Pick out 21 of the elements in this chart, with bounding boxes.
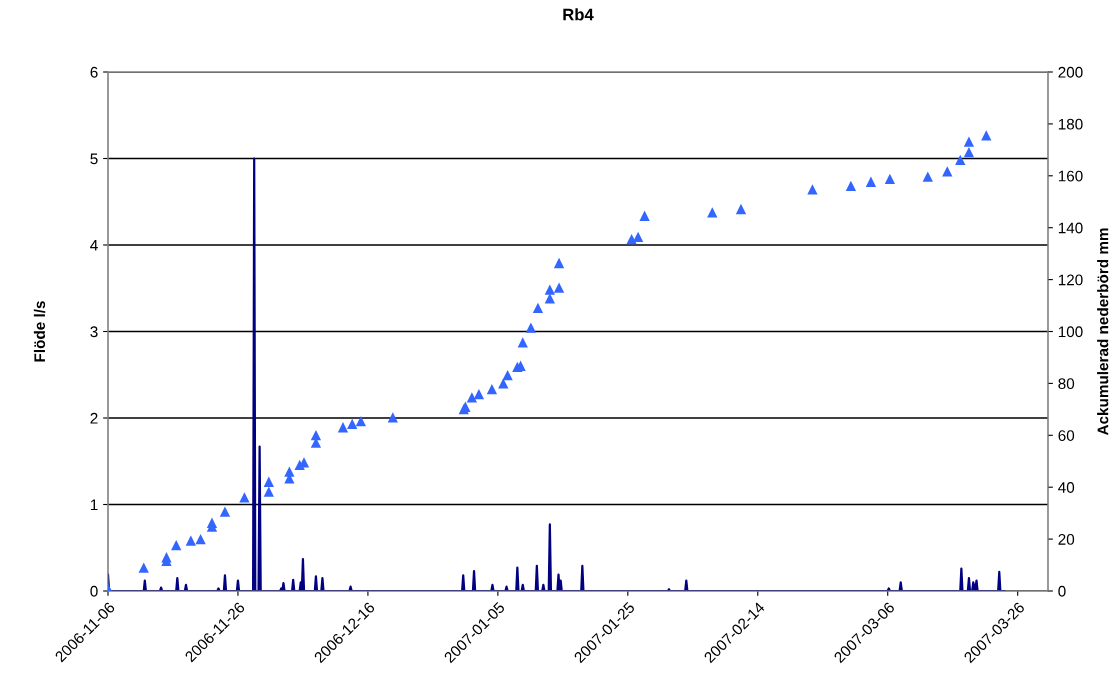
y-axis-title: Flöde l/s	[33, 301, 46, 362]
y2-tick-label: 40	[1058, 482, 1075, 493]
y-tick-label: 6	[90, 66, 98, 78]
y2-tick-label: 100	[1058, 326, 1083, 338]
y-tick-label: 2	[90, 412, 98, 424]
y2-tick-label: 140	[1058, 222, 1083, 234]
y-tick-label: 0	[90, 585, 98, 597]
chart-title: Rb4	[563, 8, 594, 21]
y2-tick-label: 180	[1058, 118, 1083, 130]
y2-tick-label: 160	[1058, 170, 1083, 182]
y2-tick-label: 200	[1058, 66, 1083, 78]
y2-tick-label: 120	[1058, 274, 1083, 286]
y2-tick-label: 0	[1058, 585, 1066, 597]
y2-tick-label: 20	[1058, 533, 1075, 545]
y-tick-label: 1	[90, 499, 98, 511]
y-tick-label: 5	[90, 153, 98, 165]
y-tick-label: 4	[90, 240, 98, 251]
y2-tick-label: 80	[1058, 378, 1075, 390]
y2-axis-title: Ackumulerad nederbörd mm	[1097, 228, 1109, 436]
y2-tick-label: 60	[1058, 430, 1075, 441]
y-tick-label: 3	[90, 326, 98, 338]
